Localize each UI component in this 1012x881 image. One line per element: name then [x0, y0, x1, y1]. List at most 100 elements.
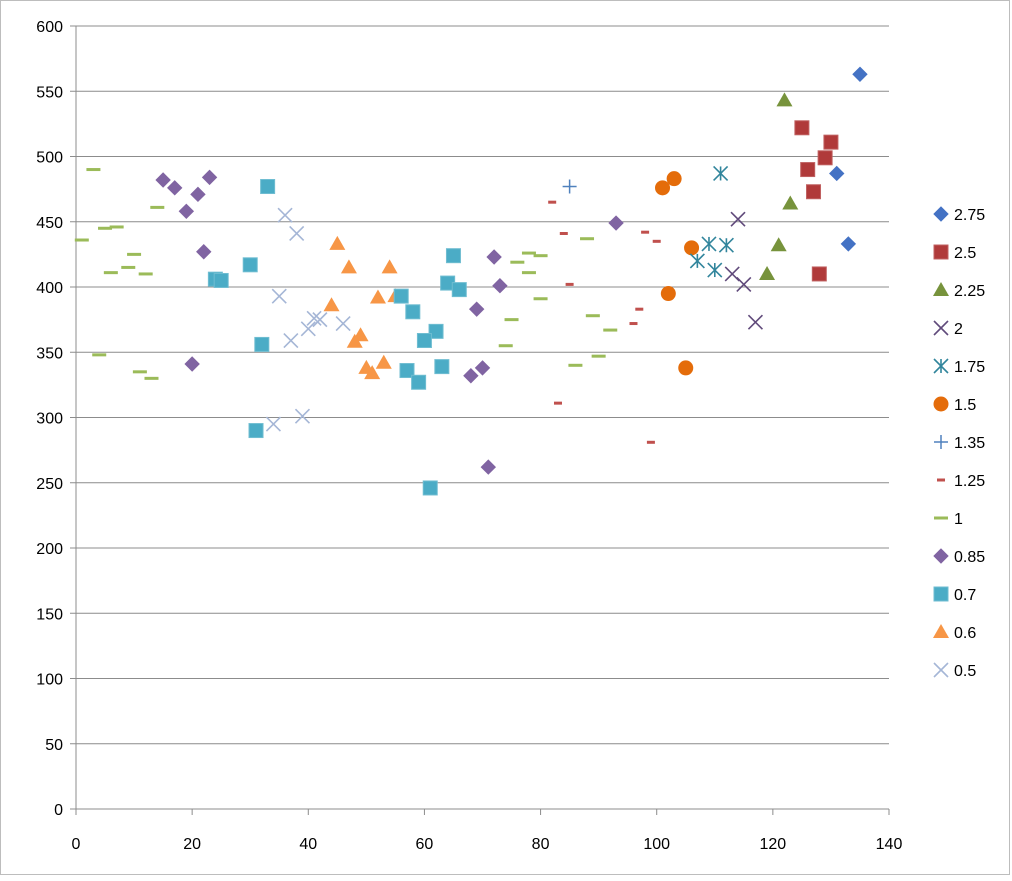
data-point [109, 225, 124, 229]
series-1.25 [548, 200, 661, 444]
data-point [184, 356, 200, 372]
data-point [580, 237, 595, 241]
data-point [608, 215, 624, 231]
legend-item: 1.5 [933, 396, 976, 414]
data-point [399, 363, 415, 379]
legend-label: 1.25 [954, 473, 985, 490]
legend-item: 0.85 [933, 548, 985, 566]
series-1.75 [689, 165, 734, 278]
data-point [405, 304, 421, 320]
data-point [283, 332, 299, 349]
data-point [289, 225, 305, 242]
series-0.6 [323, 235, 404, 380]
data-point [498, 344, 513, 348]
legend-marker [933, 396, 949, 412]
data-point [823, 134, 839, 150]
data-point [591, 354, 606, 358]
data-point [434, 359, 450, 375]
series-1.35 [562, 179, 577, 194]
data-point [521, 271, 536, 275]
data-point [86, 168, 101, 172]
legend-item: 1.35 [934, 435, 985, 452]
x-tick-label: 100 [643, 836, 670, 853]
data-point [666, 171, 682, 187]
data-point [300, 321, 316, 337]
data-point [451, 282, 467, 298]
y-tick-label: 600 [36, 19, 63, 36]
data-point [510, 260, 525, 264]
data-point [103, 271, 118, 275]
legend-marker [933, 244, 949, 260]
data-point [167, 180, 183, 196]
data-point [655, 180, 671, 196]
legend-label: 2.75 [954, 207, 985, 224]
data-point [565, 282, 574, 286]
data-point [533, 297, 548, 301]
data-point [504, 318, 519, 322]
legend-marker [937, 478, 945, 482]
y-tick-label: 50 [45, 737, 63, 754]
series-0.85 [155, 169, 624, 475]
series-2.75 [829, 66, 868, 252]
data-point [411, 374, 427, 390]
legend-marker [933, 282, 949, 296]
y-tick-label: 350 [36, 345, 63, 362]
data-point [736, 276, 752, 292]
series-1.5 [655, 171, 700, 376]
data-point [548, 200, 557, 204]
legend-label: 0.6 [954, 625, 976, 642]
legend-label: 1.5 [954, 397, 976, 414]
data-point [74, 238, 89, 242]
series-1 [74, 168, 618, 380]
x-tick-label: 140 [876, 836, 903, 853]
data-point [852, 66, 868, 82]
data-point [678, 360, 694, 376]
data-point [724, 266, 740, 282]
data-point [603, 328, 618, 332]
y-tick-label: 400 [36, 280, 63, 297]
y-tick-label: 450 [36, 215, 63, 232]
data-point [127, 252, 142, 256]
data-point [817, 150, 833, 166]
y-tick-label: 300 [36, 411, 63, 428]
data-point [121, 265, 136, 269]
data-point [428, 323, 444, 339]
data-point [150, 205, 165, 209]
axes [70, 25, 890, 815]
data-point [718, 237, 734, 253]
data-point [646, 440, 655, 444]
legend-marker [933, 586, 949, 602]
y-tick-label: 0 [54, 802, 63, 819]
legend-label: 0.5 [954, 663, 976, 680]
data-point [684, 240, 700, 256]
series-2.5 [794, 120, 839, 282]
data-point [585, 314, 600, 318]
data-point [335, 315, 351, 332]
data-point [364, 365, 381, 380]
data-point [312, 312, 328, 328]
legend-marker [933, 206, 949, 222]
data-point [92, 353, 107, 357]
y-tick-label: 500 [36, 150, 63, 167]
series-0.7 [207, 179, 467, 496]
legend-marker [933, 320, 949, 336]
data-point [568, 363, 583, 367]
data-point [800, 162, 816, 178]
data-point [562, 179, 577, 194]
data-points [74, 66, 868, 496]
data-point [416, 333, 432, 349]
data-point [770, 237, 787, 252]
data-point [468, 301, 485, 317]
data-point [701, 236, 717, 252]
legend-marker [933, 548, 949, 564]
data-point [480, 459, 497, 475]
data-point [155, 172, 171, 188]
data-point [660, 286, 676, 302]
legend-label: 2.25 [954, 283, 985, 300]
y-tick-label: 200 [36, 541, 63, 558]
data-point [759, 265, 776, 280]
data-point [652, 239, 661, 243]
legend-label: 0.85 [954, 549, 985, 566]
